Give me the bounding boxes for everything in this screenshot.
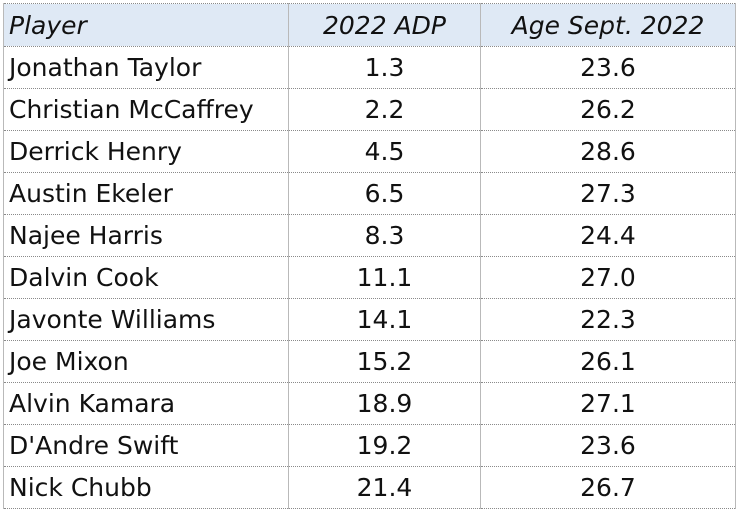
player-cell[interactable]: Alvin Kamara bbox=[3, 382, 289, 425]
column-header-adp[interactable]: 2022 ADP bbox=[288, 3, 481, 47]
table-row: Alvin Kamara 18.9 27.1 bbox=[3, 382, 736, 425]
player-cell[interactable]: Derrick Henry bbox=[3, 130, 289, 173]
age-cell[interactable]: 27.1 bbox=[480, 382, 736, 425]
age-cell[interactable]: 22.3 bbox=[480, 298, 736, 341]
age-cell[interactable]: 27.0 bbox=[480, 256, 736, 299]
table-row: Javonte Williams 14.1 22.3 bbox=[3, 298, 736, 341]
table-row: Christian McCaffrey 2.2 26.2 bbox=[3, 88, 736, 131]
age-cell[interactable]: 28.6 bbox=[480, 130, 736, 173]
table-row: Austin Ekeler 6.5 27.3 bbox=[3, 172, 736, 215]
age-cell[interactable]: 23.6 bbox=[480, 424, 736, 467]
player-cell[interactable]: Jonathan Taylor bbox=[3, 46, 289, 89]
age-cell[interactable]: 24.4 bbox=[480, 214, 736, 257]
adp-cell[interactable]: 21.4 bbox=[288, 466, 481, 509]
players-table: Player 2022 ADP Age Sept. 2022 Jonathan … bbox=[3, 3, 736, 509]
table-row: D'Andre Swift 19.2 23.6 bbox=[3, 424, 736, 467]
column-header-player[interactable]: Player bbox=[3, 3, 289, 47]
age-cell[interactable]: 27.3 bbox=[480, 172, 736, 215]
adp-cell[interactable]: 18.9 bbox=[288, 382, 481, 425]
adp-cell[interactable]: 2.2 bbox=[288, 88, 481, 131]
adp-cell[interactable]: 19.2 bbox=[288, 424, 481, 467]
table-row: Joe Mixon 15.2 26.1 bbox=[3, 340, 736, 383]
adp-cell[interactable]: 6.5 bbox=[288, 172, 481, 215]
table-row: Derrick Henry 4.5 28.6 bbox=[3, 130, 736, 173]
table-body: Jonathan Taylor 1.3 23.6 Christian McCaffre… bbox=[3, 46, 736, 509]
table-row: Dalvin Cook 11.1 27.0 bbox=[3, 256, 736, 299]
adp-cell[interactable]: 4.5 bbox=[288, 130, 481, 173]
adp-cell[interactable]: 15.2 bbox=[288, 340, 481, 383]
table-row: Nick Chubb 21.4 26.7 bbox=[3, 466, 736, 509]
adp-cell[interactable]: 1.3 bbox=[288, 46, 481, 89]
adp-cell[interactable]: 8.3 bbox=[288, 214, 481, 257]
header-row: Player 2022 ADP Age Sept. 2022 bbox=[3, 3, 736, 47]
player-cell[interactable]: Austin Ekeler bbox=[3, 172, 289, 215]
age-cell[interactable]: 26.7 bbox=[480, 466, 736, 509]
age-cell[interactable]: 26.2 bbox=[480, 88, 736, 131]
adp-cell[interactable]: 14.1 bbox=[288, 298, 481, 341]
age-cell[interactable]: 23.6 bbox=[480, 46, 736, 89]
table-row: Najee Harris 8.3 24.4 bbox=[3, 214, 736, 257]
player-cell[interactable]: Nick Chubb bbox=[3, 466, 289, 509]
player-cell[interactable]: Joe Mixon bbox=[3, 340, 289, 383]
table-row: Jonathan Taylor 1.3 23.6 bbox=[3, 46, 736, 89]
column-header-age[interactable]: Age Sept. 2022 bbox=[480, 3, 736, 47]
player-cell[interactable]: Dalvin Cook bbox=[3, 256, 289, 299]
player-cell[interactable]: Christian McCaffrey bbox=[3, 88, 289, 131]
player-cell[interactable]: D'Andre Swift bbox=[3, 424, 289, 467]
age-cell[interactable]: 26.1 bbox=[480, 340, 736, 383]
adp-cell[interactable]: 11.1 bbox=[288, 256, 481, 299]
player-cell[interactable]: Najee Harris bbox=[3, 214, 289, 257]
player-cell[interactable]: Javonte Williams bbox=[3, 298, 289, 341]
